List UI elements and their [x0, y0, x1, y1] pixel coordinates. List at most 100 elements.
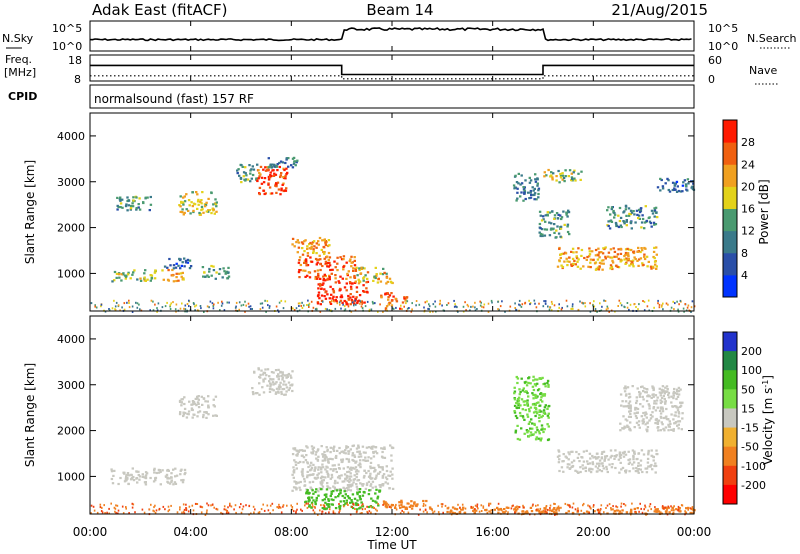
- data-cell: [182, 413, 186, 416]
- data-cell: [657, 419, 661, 422]
- noise-cell: [204, 514, 207, 516]
- data-cell: [308, 504, 311, 507]
- noise-cell: [666, 509, 668, 512]
- data-cell: [285, 173, 288, 176]
- data-cell: [185, 208, 188, 211]
- data-cell: [284, 174, 287, 177]
- data-cell: [593, 510, 596, 513]
- data-cell: [667, 393, 670, 396]
- data-cell: [323, 238, 326, 241]
- noise-cell: [440, 503, 443, 506]
- data-cell: [556, 225, 559, 228]
- data-cell: [361, 494, 365, 497]
- data-cell: [373, 275, 376, 278]
- data-cell: [187, 209, 190, 212]
- data-cell: [525, 511, 528, 514]
- data-cell: [536, 184, 539, 187]
- data-cell: [349, 472, 352, 475]
- data-cell: [345, 445, 348, 448]
- data-cell: [655, 402, 658, 405]
- colorbar-tick-label: 28: [741, 136, 755, 149]
- data-cell: [301, 247, 304, 250]
- data-cell: [327, 258, 330, 262]
- noise-cell: [464, 507, 467, 510]
- data-cell: [383, 447, 386, 450]
- noise-cell: [520, 305, 523, 308]
- noise-cell: [607, 307, 609, 310]
- noise-cell: [598, 511, 601, 514]
- data-cell: [149, 203, 153, 206]
- data-cell: [118, 198, 122, 201]
- data-cell: [629, 421, 632, 424]
- data-cell: [546, 407, 549, 410]
- data-cell: [376, 497, 379, 500]
- data-cell: [630, 508, 633, 511]
- data-cell: [673, 422, 676, 425]
- data-cell: [305, 259, 308, 263]
- data-cell: [251, 387, 254, 390]
- data-cell: [677, 427, 680, 430]
- data-cell: [367, 469, 370, 473]
- data-cell: [318, 254, 321, 257]
- data-cell: [215, 414, 218, 417]
- noise-cell: [264, 299, 266, 302]
- data-cell: [600, 457, 603, 460]
- data-cell: [660, 421, 663, 424]
- data-cell: [624, 405, 628, 408]
- data-cell: [324, 501, 327, 504]
- data-cell: [645, 391, 648, 394]
- data-cell: [323, 457, 327, 460]
- data-cell: [400, 499, 403, 502]
- noise-cell: [115, 511, 117, 514]
- noise-cell: [462, 305, 465, 308]
- data-cell: [526, 413, 529, 416]
- noise-cell: [616, 506, 619, 509]
- data-cell: [676, 424, 679, 427]
- data-cell: [316, 473, 319, 477]
- data-cell: [637, 214, 641, 217]
- velocity-colorbar-label-close: ]: [761, 375, 775, 380]
- data-cell: [377, 504, 380, 507]
- data-cell: [655, 246, 658, 249]
- data-cell: [659, 399, 662, 402]
- noise-cell: [453, 299, 455, 302]
- data-cell: [354, 298, 357, 301]
- data-cell: [658, 387, 661, 390]
- data-cell: [345, 302, 348, 305]
- data-cell: [404, 299, 407, 302]
- data-cell: [513, 410, 516, 413]
- data-cell: [280, 374, 283, 378]
- data-cell: [543, 394, 546, 397]
- data-cell: [635, 466, 638, 470]
- data-cell: [257, 367, 260, 370]
- nave-tick-bottom: 0: [708, 73, 715, 86]
- data-cell: [567, 209, 570, 212]
- data-cell: [331, 288, 335, 291]
- noise-cell: [486, 508, 488, 511]
- data-cell: [322, 455, 325, 458]
- data-cell: [453, 512, 456, 515]
- noise-cell: [551, 302, 553, 305]
- data-cell: [529, 427, 532, 430]
- data-cell: [654, 471, 657, 474]
- data-cell: [183, 407, 187, 410]
- data-cell: [663, 392, 666, 395]
- data-cell: [527, 395, 530, 398]
- data-cell: [116, 196, 119, 199]
- data-cell: [600, 452, 604, 455]
- data-cell: [280, 392, 283, 396]
- noise-cell: [111, 307, 114, 310]
- noise-cell: [498, 308, 500, 311]
- noise-cell: [596, 310, 598, 313]
- data-cell: [455, 508, 459, 511]
- noise-cell: [301, 301, 303, 304]
- noise-cell: [549, 507, 551, 509]
- noise-cell: [535, 306, 538, 309]
- noise-cell: [161, 306, 164, 309]
- data-cell: [353, 474, 356, 477]
- noise-cell: [154, 504, 156, 507]
- data-cell: [357, 444, 360, 447]
- data-cell: [633, 213, 636, 216]
- data-cell: [141, 473, 144, 476]
- data-cell: [274, 369, 278, 372]
